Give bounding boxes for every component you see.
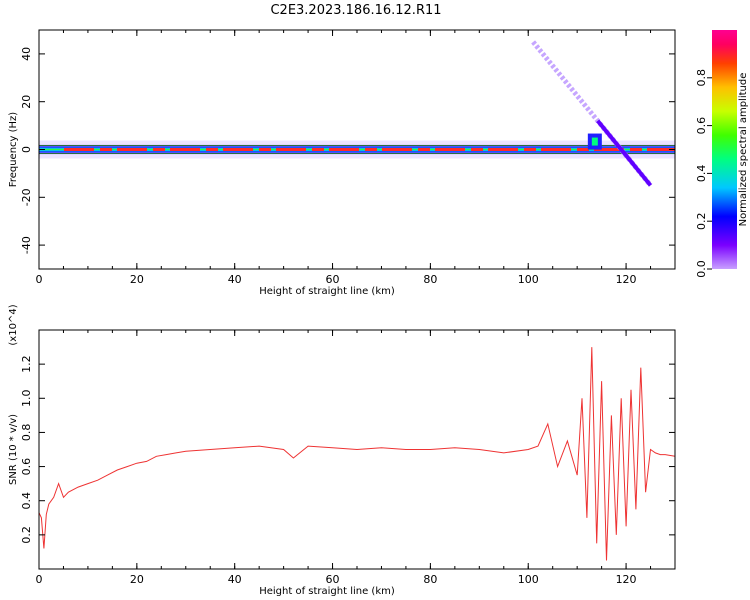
y-multiplier-label: (x10^4) [8,304,19,345]
x-tick-label: 100 [518,573,539,586]
y-tick-label: -40 [20,236,33,254]
y-axis-label: SNR (10 * v/v) [8,414,19,485]
colorbar-tick-label: 0.8 [695,69,708,87]
snr-plot [39,347,675,561]
y-tick-label: 20 [20,95,33,109]
diagonal-trace-core [596,119,653,187]
snr-series-line [39,347,675,561]
y-tick-label: 0.8 [20,424,33,442]
x-tick-label: 80 [423,273,437,286]
x-tick-label: 60 [326,573,340,586]
colorbar-tick-label: 0.0 [695,260,708,278]
colorbar-tick-label: 0.4 [695,165,708,183]
x-tick-label: 120 [616,273,637,286]
y-tick-label: 0.2 [20,526,33,544]
x-tick-label: 120 [616,573,637,586]
y-tick-label: 0.4 [20,492,33,510]
spectrogram-panel: 0 20 40 60 80 100 120 Height of straight line (… [8,29,676,297]
colorbar-tick-label: 0.6 [695,117,708,135]
y-tick-label: 1.2 [20,355,33,373]
y-tick-label: 1.0 [20,390,33,408]
x-tick-label: 100 [518,273,539,286]
y-tick-label: 40 [20,47,33,61]
spectrogram-plot [39,40,675,187]
y-tick-label: 0.6 [20,458,33,476]
figure-title: C2E3.2023.186.16.12.R11 [270,3,441,18]
x-tick-label: 0 [36,273,43,286]
y-tick-label: -20 [20,188,33,206]
x-tick-label: 0 [36,573,43,586]
y-axis-label: Frequency (Hz) [8,112,19,188]
x-tick-label: 40 [228,573,242,586]
x-tick-label: 40 [228,273,242,286]
x-tick-label: 20 [130,273,144,286]
x-tick-label: 60 [326,273,340,286]
snr-panel: 0 20 40 60 80 100 120 Height of straight line (… [8,304,676,597]
colorbar-tick-label: 0.2 [695,212,708,230]
colorbar-gradient [712,30,737,269]
band-bump-core [591,137,598,146]
diagonal-trace [531,40,653,187]
x-axis-label: Height of straight line (km) [259,586,395,597]
y-tick-label: 0 [20,146,33,153]
x-tick-label: 20 [130,573,144,586]
x-tick-label: 80 [423,573,437,586]
x-axis-label: Height of straight line (km) [259,286,395,297]
colorbar-label: Normalized spectral amplitude [738,73,749,227]
colorbar: 0.0 0.2 0.4 0.6 0.8 Normalized spectral ampli… [695,30,749,278]
